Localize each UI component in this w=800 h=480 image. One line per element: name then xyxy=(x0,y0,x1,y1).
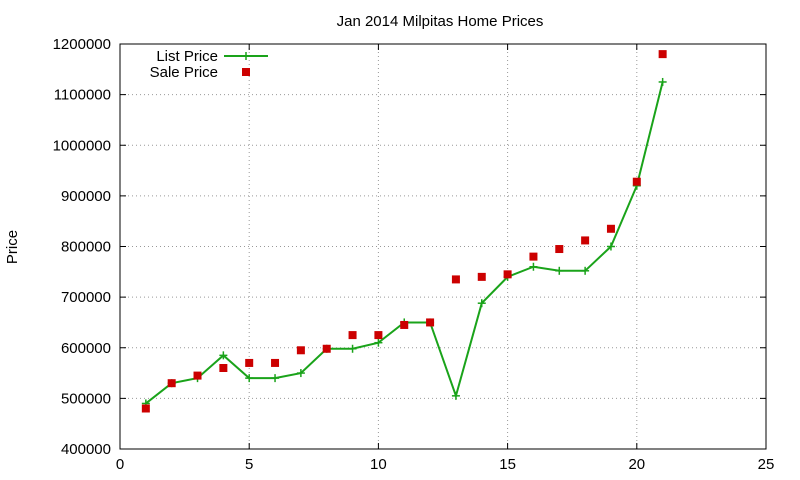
list-price-point xyxy=(477,299,486,308)
y-tick-label: 1200000 xyxy=(53,36,111,53)
sale-price-point xyxy=(503,270,512,279)
list-price-point xyxy=(555,266,564,275)
legend-label: Sale Price xyxy=(150,64,218,81)
sale-price-point xyxy=(322,344,331,353)
sale-price-point xyxy=(348,331,357,340)
list-price-point xyxy=(451,391,460,400)
x-tick-labels: 0 5 10 15 20 25 xyxy=(116,456,775,473)
sale-price-point xyxy=(529,252,538,261)
list-price-point xyxy=(374,338,383,347)
sale-price-point xyxy=(245,358,254,367)
y-tick-label: 600000 xyxy=(61,340,111,357)
y-tick-label: 500000 xyxy=(61,390,111,407)
sale-price-point xyxy=(400,320,409,329)
list-price-point xyxy=(581,266,590,275)
sale-price-point xyxy=(632,177,641,186)
x-tick-label: 10 xyxy=(370,456,387,473)
list-price-point xyxy=(271,374,280,383)
list-price-point xyxy=(606,242,615,251)
sale-price-point xyxy=(271,358,280,367)
y-tick-label: 1100000 xyxy=(54,87,111,104)
sale-price-point xyxy=(477,272,486,281)
sale-price-point xyxy=(451,275,460,284)
x-tick-label: 5 xyxy=(245,456,253,473)
y-axis-label: Price xyxy=(4,230,21,264)
y-tick-label: 400000 xyxy=(61,441,111,458)
grid-lines xyxy=(120,44,766,449)
list-price-point xyxy=(658,77,667,86)
axis-ticks xyxy=(119,43,767,450)
sale-price-point xyxy=(374,331,383,340)
sale-price-point xyxy=(658,50,667,59)
legend-label: List Price xyxy=(156,48,218,65)
list-price-point xyxy=(529,262,538,271)
x-tick-label: 25 xyxy=(758,456,775,473)
series-layer xyxy=(141,50,667,413)
sale-price-point xyxy=(555,245,564,254)
sale-price-point xyxy=(141,404,150,413)
sale-price-point xyxy=(167,379,176,388)
sale-price-point xyxy=(581,236,590,245)
list-price-point xyxy=(296,369,305,378)
sale-price-point xyxy=(606,224,615,233)
sale-price-point xyxy=(193,371,202,380)
list-price-point xyxy=(219,351,228,360)
sale-price-point xyxy=(296,346,305,355)
y-tick-label: 900000 xyxy=(61,188,111,205)
list-price-point xyxy=(245,374,254,383)
y-tick-label: 800000 xyxy=(61,239,111,256)
sale-price-point xyxy=(219,364,228,372)
legend-plus-swatch xyxy=(242,52,250,60)
y-tick-label: 1000000 xyxy=(53,137,111,154)
y-tick-label: 700000 xyxy=(61,289,111,306)
sale-price-point xyxy=(426,318,435,327)
legend-square-swatch xyxy=(242,68,250,76)
y-tick-labels: 400000 500000 600000 700000 800000 900000 1000… xyxy=(53,36,111,458)
x-tick-label: 15 xyxy=(499,456,516,473)
x-tick-label: 0 xyxy=(116,456,124,473)
x-tick-label: 20 xyxy=(628,456,645,473)
chart-title: Jan 2014 Milpitas Home Prices xyxy=(337,13,544,30)
list-price-point xyxy=(348,344,357,353)
